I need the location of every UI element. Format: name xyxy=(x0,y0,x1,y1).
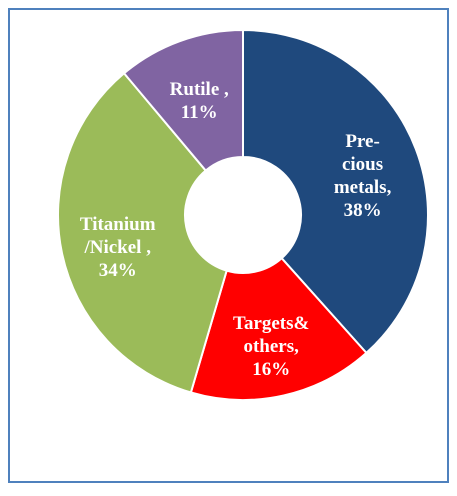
slice-label: Rutile , xyxy=(170,79,229,100)
donut-slice xyxy=(122,28,244,172)
donut-slice xyxy=(189,256,368,401)
slice-value-label: 34% xyxy=(99,260,137,281)
donut-slice xyxy=(57,71,228,394)
slice-label: Targets& others, xyxy=(233,313,309,357)
slice-label: Titanium/Nickel , xyxy=(80,214,156,258)
donut-slice xyxy=(242,28,429,355)
slice-value-label: 38% xyxy=(344,200,382,221)
slice-value-label: 16% xyxy=(252,359,290,380)
slice-label: Pre-cious metals, xyxy=(334,131,392,198)
slice-value-label: 11% xyxy=(181,102,218,123)
